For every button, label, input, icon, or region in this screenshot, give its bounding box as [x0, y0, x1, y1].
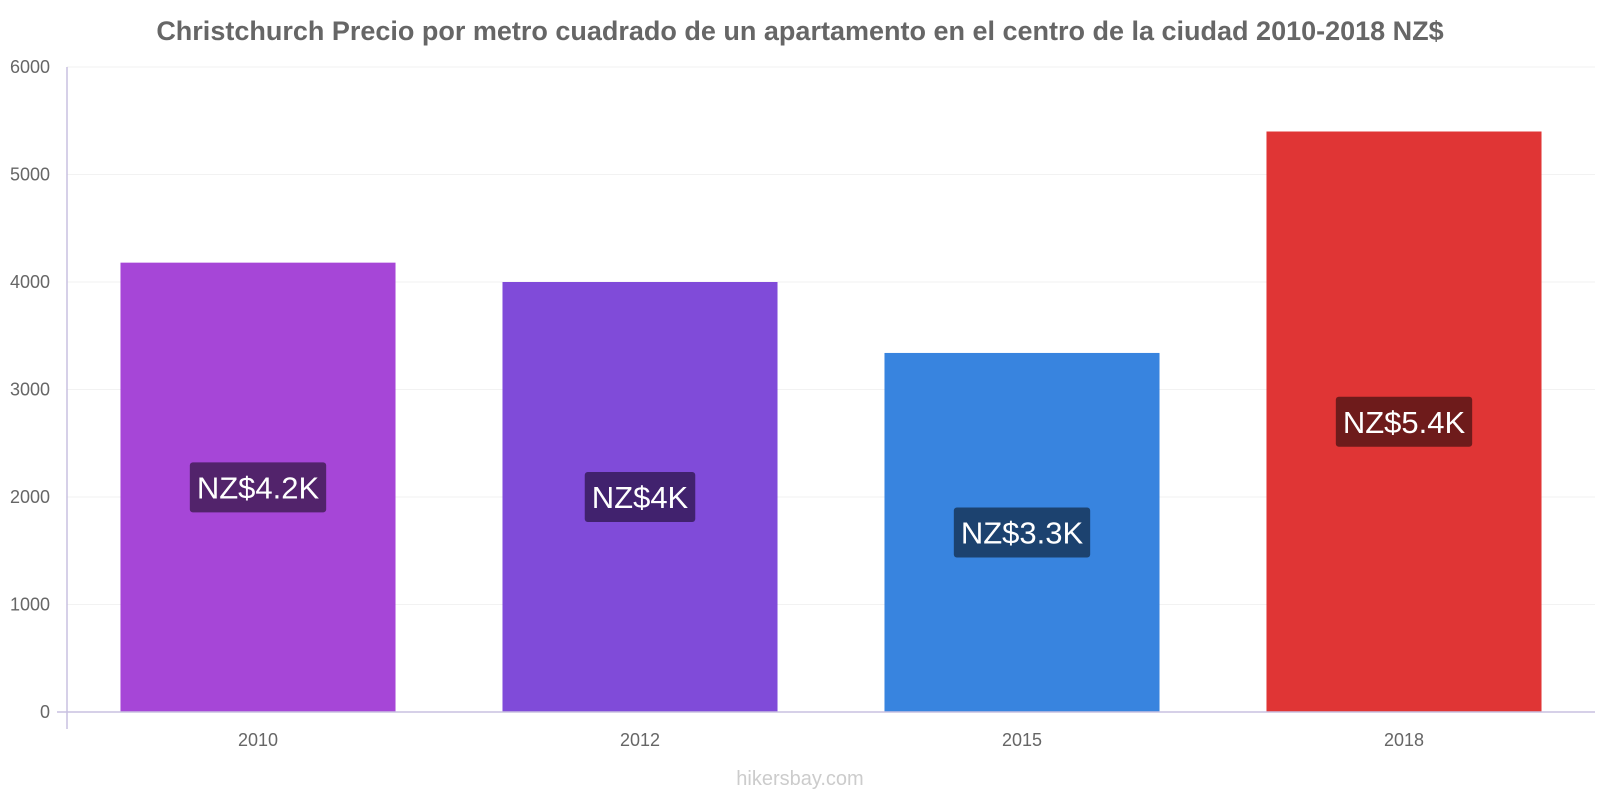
data-label: NZ$4.2K	[189, 462, 327, 513]
data-label-text: NZ$5.4K	[1343, 405, 1466, 440]
data-label-text: NZ$4K	[592, 480, 689, 515]
watermark: hikersbay.com	[736, 768, 864, 790]
data-label-box	[584, 472, 696, 522]
y-tick-label: 1000	[10, 595, 50, 615]
x-tick-label: 2018	[1384, 730, 1424, 750]
data-label: NZ$4K	[584, 472, 696, 522]
data-label-text: NZ$4.2K	[197, 470, 320, 505]
x-axis-ticks: 2010 2012 2015 2018	[238, 730, 1424, 750]
y-axis-ticks: 0 1000 2000 3000 4000 5000 6000	[10, 57, 50, 722]
x-tick-label: 2010	[238, 730, 278, 750]
chart-title: Christchurch Precio por metro cuadrado d…	[156, 16, 1444, 46]
data-label-box	[1335, 396, 1473, 447]
y-tick-label: 3000	[10, 380, 50, 400]
bars	[120, 131, 1542, 712]
y-tick-label: 5000	[10, 165, 50, 185]
data-label-box	[189, 462, 327, 513]
y-tick-label: 6000	[10, 57, 50, 77]
data-label-box	[953, 507, 1091, 558]
data-labels: NZ$4.2K NZ$4K NZ$3.3K NZ$5.4K	[189, 396, 1473, 558]
y-tick-label: 2000	[10, 487, 50, 507]
axes	[57, 67, 1595, 729]
x-tick-label: 2015	[1002, 730, 1042, 750]
data-label: NZ$3.3K	[953, 507, 1091, 558]
data-label-text: NZ$3.3K	[961, 515, 1084, 550]
y-tick-label: 0	[40, 702, 50, 722]
y-tick-label: 4000	[10, 272, 50, 292]
x-tick-label: 2012	[620, 730, 660, 750]
data-label: NZ$5.4K	[1335, 396, 1473, 447]
